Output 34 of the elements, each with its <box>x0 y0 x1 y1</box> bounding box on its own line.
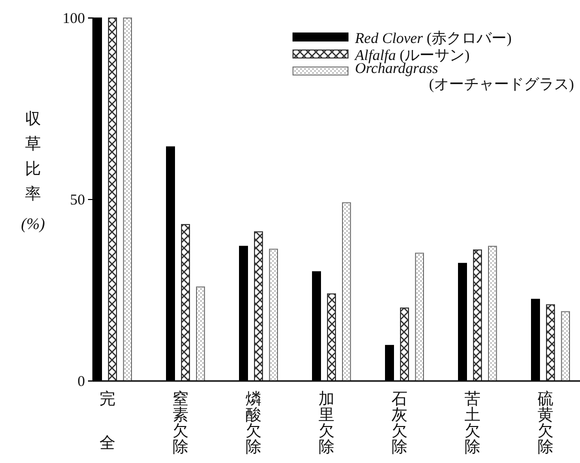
bar <box>269 248 278 382</box>
legend-label: Red Clover (赤クロバー) <box>354 30 512 47</box>
bar <box>312 271 321 382</box>
y-tick-label: 0 <box>78 374 85 390</box>
x-tick-label: 加里欠除 <box>318 390 334 456</box>
x-tick-label: 石灰欠除 <box>392 391 408 456</box>
bar <box>327 293 336 382</box>
y-axis-title: 収草比率 (%) <box>21 110 45 233</box>
bar <box>400 308 409 382</box>
bar <box>166 146 175 382</box>
x-tick-label: 硫黄欠除 <box>538 390 554 456</box>
bar <box>561 311 570 382</box>
legend-label: Alfalfa (ルーサン) <box>354 48 470 64</box>
bar <box>488 246 497 382</box>
bar <box>385 344 394 382</box>
bar <box>254 231 263 382</box>
bar <box>123 18 132 382</box>
x-tick-label: 燐酸欠除 <box>246 390 262 456</box>
bar <box>546 304 555 382</box>
bar <box>181 224 190 382</box>
bar <box>239 246 248 382</box>
bar <box>108 18 117 382</box>
bar <box>458 262 467 382</box>
legend-label: Orchardgrass (オーチャードグラス) <box>355 61 574 93</box>
y-tick-label: 50 <box>70 192 85 208</box>
x-tick-label: 窒素欠除 <box>172 390 188 456</box>
bar <box>415 252 424 382</box>
bar <box>196 286 205 382</box>
bar <box>531 298 540 382</box>
y-tick-label: 100 <box>62 10 85 27</box>
bar <box>473 249 482 382</box>
x-tick-label: 苦土欠除 <box>464 390 480 456</box>
category-label: 完全 <box>100 391 116 452</box>
bar <box>342 202 351 382</box>
